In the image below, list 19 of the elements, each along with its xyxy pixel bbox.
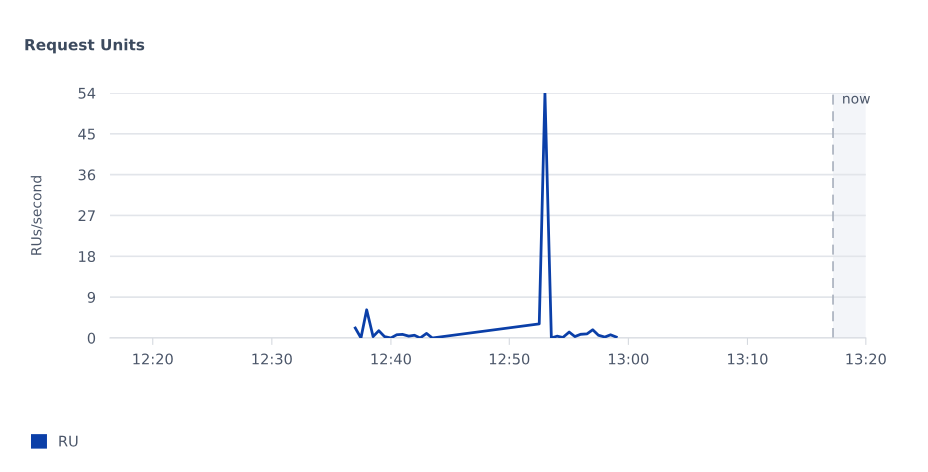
y-tick-label: 9	[88, 292, 96, 303]
legend-label: RU	[59, 436, 78, 447]
x-tick-label: 13:20	[846, 353, 886, 365]
x-tick-label: 12:30	[252, 353, 292, 365]
ref-line-label: now	[843, 96, 870, 104]
x-tick-label: 12:20	[133, 353, 173, 365]
y-tick-label: 54	[78, 88, 96, 99]
y-tick-label: 18	[79, 251, 96, 262]
y-tick-label: 45	[78, 128, 95, 140]
x-tick-label: 12:50	[490, 353, 530, 365]
chart-title: Request Units	[25, 38, 144, 54]
y-tick-label: 27	[78, 210, 95, 222]
y-tick-label: 0	[88, 332, 96, 344]
y-axis-title: RUs/second	[30, 176, 43, 255]
x-tick-label: 13:10	[728, 353, 768, 365]
line-series	[354, 92, 618, 338]
x-tick-label: 13:00	[608, 353, 648, 365]
y-tick-label: 36	[78, 169, 96, 180]
x-tick-label: 12:40	[372, 353, 411, 365]
